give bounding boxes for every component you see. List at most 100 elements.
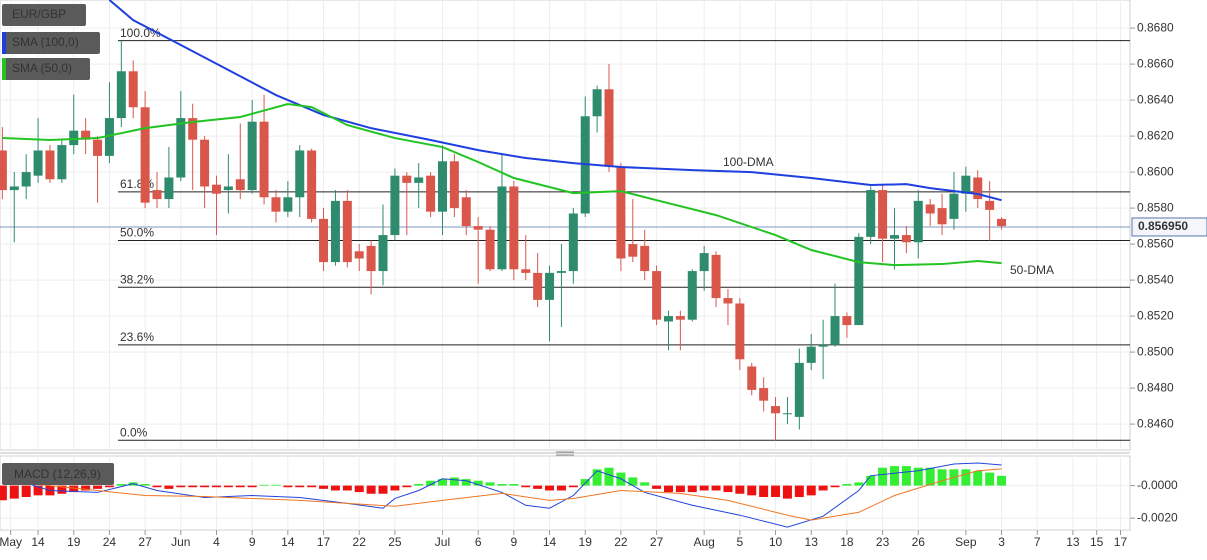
candle-body xyxy=(604,89,614,167)
histogram-bar xyxy=(378,485,388,494)
candle-body xyxy=(687,271,697,320)
histogram-bar xyxy=(735,485,745,494)
candle-body xyxy=(164,177,174,200)
candle-body xyxy=(211,184,221,194)
fib-label: 38.2% xyxy=(120,272,154,286)
y-tick-label: 0.8520 xyxy=(1137,308,1174,322)
annotation: 50-DMA xyxy=(1010,263,1054,277)
legend-box xyxy=(2,463,114,485)
x-tick-label: 18 xyxy=(840,535,854,549)
histogram-bar xyxy=(854,482,864,486)
candle-body xyxy=(556,271,566,273)
histogram-bar xyxy=(830,485,840,488)
x-tick-label: 24 xyxy=(103,535,117,549)
histogram-bar xyxy=(628,477,638,486)
histogram-bar xyxy=(699,485,709,491)
candle-body xyxy=(866,190,876,237)
histogram-bar xyxy=(188,485,198,488)
candle-body xyxy=(176,118,186,178)
histogram-bar xyxy=(497,483,507,486)
candle-body xyxy=(568,213,578,272)
histogram-bar xyxy=(473,480,483,486)
candle-body xyxy=(961,175,971,194)
candle-body xyxy=(319,218,329,263)
y-tick-label: 0.8680 xyxy=(1137,20,1174,34)
histogram-bar xyxy=(57,485,67,494)
x-tick-label: 26 xyxy=(912,535,926,549)
candle-body xyxy=(354,251,364,259)
candle-body xyxy=(901,235,911,243)
histogram-bar xyxy=(592,469,602,486)
candle-body xyxy=(116,71,126,119)
candle-body xyxy=(723,298,733,304)
histogram-bar xyxy=(556,485,566,491)
candle-body xyxy=(675,316,685,320)
candle-body xyxy=(830,316,840,345)
y-tick-label: 0.8500 xyxy=(1137,344,1174,358)
histogram-bar xyxy=(271,484,281,486)
legend-swatch xyxy=(2,58,6,80)
legend-box xyxy=(2,58,90,80)
x-tick-label: 17 xyxy=(317,535,331,549)
candle-body xyxy=(985,200,995,210)
histogram-bar xyxy=(889,466,899,486)
candle-body xyxy=(925,204,935,214)
y-tick-label: 0.8460 xyxy=(1137,416,1174,430)
candle-body xyxy=(259,121,269,198)
candle-body xyxy=(878,190,888,239)
candle-body xyxy=(545,272,555,300)
candle-body xyxy=(9,186,19,191)
histogram-bar xyxy=(675,485,685,493)
y-tick-label: 0.8480 xyxy=(1137,380,1174,394)
x-tick-label: 10 xyxy=(769,535,783,549)
candle-body xyxy=(235,179,245,191)
candle-body xyxy=(342,200,352,263)
histogram-bar xyxy=(997,475,1007,486)
x-tick-label: Jul xyxy=(435,535,450,549)
histogram-bar xyxy=(116,483,126,486)
histogram-bar xyxy=(449,477,459,486)
histogram-bar xyxy=(342,485,352,491)
histogram-bar xyxy=(402,485,412,488)
price-panel xyxy=(0,0,1131,451)
candle-body xyxy=(949,193,959,219)
candle-body xyxy=(283,197,293,212)
candle-body xyxy=(188,118,198,140)
histogram-bar xyxy=(200,485,210,488)
histogram-bar xyxy=(580,479,590,486)
candle-body xyxy=(0,150,7,191)
histogram-bar xyxy=(521,485,531,488)
x-tick-label: 5 xyxy=(737,535,744,549)
candle-body xyxy=(81,130,91,140)
histogram-bar xyxy=(818,485,828,491)
legend-label: EUR/GBP xyxy=(12,7,66,21)
candle-body xyxy=(45,150,55,180)
histogram-bar xyxy=(93,485,103,489)
candle-body xyxy=(69,130,79,146)
sma-line xyxy=(2,103,1002,267)
candle-body xyxy=(461,197,471,227)
candle-body xyxy=(473,226,483,230)
histogram-bar xyxy=(985,472,995,486)
candle-body xyxy=(782,413,792,415)
histogram-bar xyxy=(806,485,816,496)
x-tick-label: Aug xyxy=(693,535,714,549)
histogram-bar xyxy=(81,485,91,491)
candle-body xyxy=(509,186,519,270)
histogram-bar xyxy=(0,485,7,501)
candle-body xyxy=(616,166,626,259)
x-tick-label: 9 xyxy=(511,535,518,549)
histogram-bar xyxy=(33,485,43,496)
histogram-bar xyxy=(140,483,150,486)
histogram-bar xyxy=(283,485,293,488)
x-tick-label: 4 xyxy=(213,535,220,549)
histogram-bar xyxy=(759,485,769,497)
candle-body xyxy=(449,161,459,209)
histogram-bar xyxy=(164,485,174,489)
candle-body xyxy=(628,244,638,257)
histogram-bar xyxy=(235,485,245,488)
candle-body xyxy=(533,272,543,300)
histogram-bar xyxy=(390,485,400,491)
histogram-bar xyxy=(771,485,781,497)
histogram-bar xyxy=(176,485,186,488)
